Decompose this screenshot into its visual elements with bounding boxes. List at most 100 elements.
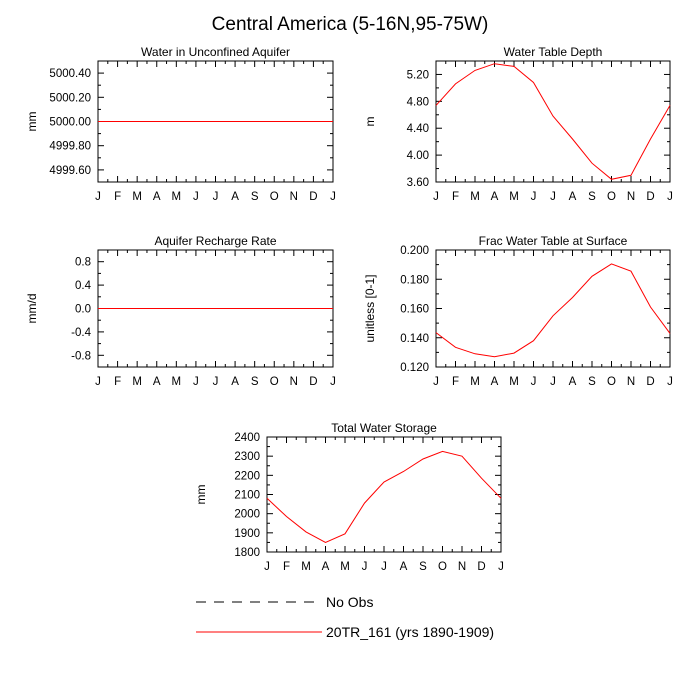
- y-tick-label: 5000.40: [49, 68, 91, 80]
- y-tick-label: 5000.00: [49, 117, 91, 129]
- y-tick-label: 2400: [234, 432, 260, 444]
- x-tick-label: F: [114, 376, 121, 388]
- x-tick-label: A: [153, 376, 161, 388]
- x-tick-label: J: [381, 561, 387, 573]
- x-tick-label: N: [290, 376, 298, 388]
- x-tick-label: J: [550, 191, 556, 203]
- x-tick-label: A: [569, 191, 577, 203]
- series-line-20tr-161-yrs-1890-1909: [266, 450, 502, 543]
- x-tick-label: M: [172, 376, 182, 388]
- x-tick-label: M: [509, 191, 519, 203]
- x-tick-label: J: [213, 376, 219, 388]
- x-tick-label: J: [498, 561, 504, 573]
- x-tick-label: J: [531, 376, 537, 388]
- x-tick-label: O: [270, 376, 279, 388]
- chart-title: Water in Unconfined Aquifer: [141, 45, 290, 59]
- y-tick-label: 2200: [234, 470, 260, 482]
- x-tick-label: M: [132, 376, 142, 388]
- x-tick-label: M: [470, 376, 480, 388]
- x-tick-label: O: [270, 191, 279, 203]
- y-tick-label: 4.40: [407, 123, 429, 135]
- series-line-20tr-161-yrs-1890-1909: [435, 63, 671, 180]
- x-tick-label: D: [477, 561, 485, 573]
- x-tick-label: J: [193, 376, 199, 388]
- x-tick-label: J: [531, 191, 537, 203]
- x-tick-label: M: [172, 191, 182, 203]
- y-tick-label: 5000.20: [49, 92, 91, 104]
- x-tick-label: J: [667, 376, 673, 388]
- y-tick-label: 3.60: [407, 177, 429, 189]
- x-tick-label: J: [193, 191, 199, 203]
- x-tick-label: J: [550, 376, 556, 388]
- y-tick-label: 0.120: [400, 362, 429, 374]
- y-tick-label: 2100: [234, 490, 260, 502]
- chart-title: Aquifer Recharge Rate: [154, 234, 276, 248]
- y-tick-label: 0.140: [400, 333, 429, 345]
- y-tick-label: 0.0: [75, 304, 91, 316]
- x-tick-label: O: [438, 561, 447, 573]
- y-tick-label: -0.8: [71, 350, 91, 362]
- x-tick-label: M: [301, 561, 311, 573]
- y-tick-label: 0.180: [400, 274, 429, 286]
- x-tick-label: F: [452, 191, 459, 203]
- x-tick-label: J: [667, 191, 673, 203]
- x-tick-label: A: [569, 376, 577, 388]
- y-tick-label: 0.160: [400, 304, 429, 316]
- series-line-20tr-161-yrs-1890-1909: [435, 263, 671, 358]
- x-tick-label: J: [433, 191, 439, 203]
- y-axis-label: mm/d: [25, 294, 39, 324]
- x-tick-label: D: [309, 191, 317, 203]
- x-tick-label: N: [627, 191, 635, 203]
- plot-frame: [435, 60, 671, 183]
- chart-frac-water-table-at-surface: Frac Water Table at Surface unitless [0-1…: [363, 234, 673, 388]
- x-tick-label: D: [646, 376, 654, 388]
- plot-frame: [435, 249, 671, 368]
- x-tick-label: S: [588, 191, 596, 203]
- x-tick-label: M: [509, 376, 519, 388]
- y-tick-label: 4999.80: [49, 141, 91, 153]
- x-tick-label: F: [114, 191, 121, 203]
- x-tick-label: A: [153, 191, 161, 203]
- legend-label-20tr-161: 20TR_161 (yrs 1890-1909): [326, 624, 494, 640]
- y-tick-label: 4.80: [407, 96, 429, 108]
- y-tick-label: 4.00: [407, 150, 429, 162]
- x-tick-label: S: [588, 376, 596, 388]
- y-tick-label: 1800: [234, 547, 260, 559]
- x-tick-label: A: [231, 376, 239, 388]
- x-tick-label: N: [458, 561, 466, 573]
- x-tick-label: N: [627, 376, 635, 388]
- chart-title: Water Table Depth: [504, 45, 603, 59]
- x-tick-label: A: [400, 561, 408, 573]
- x-tick-label: S: [251, 376, 259, 388]
- x-tick-label: J: [264, 561, 270, 573]
- x-tick-label: A: [491, 191, 499, 203]
- y-axis-label: mm: [25, 112, 39, 132]
- y-tick-label: 0.200: [400, 245, 429, 257]
- y-tick-label: 0.8: [75, 257, 91, 269]
- x-tick-label: N: [290, 191, 298, 203]
- x-tick-label: O: [607, 191, 616, 203]
- y-axis-label: m: [363, 117, 377, 127]
- x-tick-label: F: [283, 561, 290, 573]
- y-tick-label: 1900: [234, 528, 260, 540]
- chart-title: Total Water Storage: [331, 421, 437, 435]
- y-tick-label: -0.4: [71, 327, 91, 339]
- page-title: Central America (5-16N,95-75W): [212, 14, 489, 35]
- x-tick-label: O: [607, 376, 616, 388]
- x-tick-label: J: [433, 376, 439, 388]
- x-tick-label: J: [330, 376, 336, 388]
- legend-label-no-obs: No Obs: [326, 594, 373, 610]
- y-axis-label: unitless [0-1]: [363, 274, 377, 342]
- x-tick-label: A: [491, 376, 499, 388]
- legend: No Obs 20TR_161 (yrs 1890-1909): [196, 594, 494, 640]
- x-tick-label: J: [95, 191, 101, 203]
- x-tick-label: M: [132, 191, 142, 203]
- chart-title: Frac Water Table at Surface: [479, 234, 628, 248]
- x-tick-label: M: [340, 561, 350, 573]
